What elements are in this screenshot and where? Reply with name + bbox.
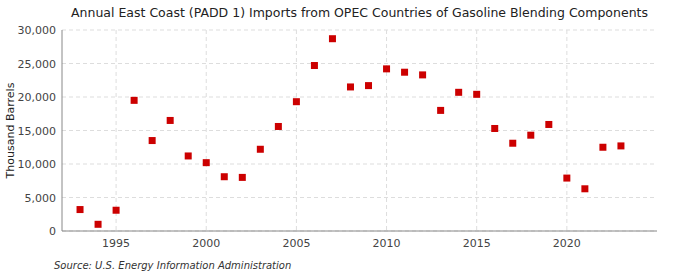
point [275,123,282,130]
point [77,206,84,213]
grid-line-y [62,97,657,98]
point [131,97,138,104]
source-annotation: Source: U.S. Energy Information Administ… [54,260,291,271]
point [527,132,534,139]
y-axis-line [62,30,63,231]
point [365,82,372,89]
x-tick-label: 2020 [553,237,581,250]
point [437,107,444,114]
point [509,140,516,147]
point [617,142,624,149]
y-tick-label: 0 [49,225,56,238]
y-tick-label: 25,000 [18,58,57,71]
grid-line-x [386,30,387,231]
grid-line-y [62,63,657,64]
point [95,221,102,228]
grid-line-y [62,197,657,198]
point [383,65,390,72]
chart: Annual East Coast (PADD 1) Imports from … [0,0,675,275]
y-tick-label: 20,000 [18,91,57,104]
grid [62,30,657,231]
grid-line-x [566,30,567,231]
point [347,83,354,90]
title: Annual East Coast (PADD 1) Imports from … [71,5,648,20]
point [257,146,264,153]
y-tick-label: 30,000 [18,24,57,37]
point [113,207,120,214]
point [581,185,588,192]
x-tick-label: 2005 [282,237,310,250]
x-tick-label: 2000 [192,237,220,250]
x-tick-label: 2015 [463,237,491,250]
y-tick-label: 10,000 [18,158,57,171]
tick-labels: 0 5,000 10,000 15,000 20,000 25,000 30,000 1995… [18,24,581,250]
point [293,98,300,105]
point [473,91,480,98]
point [221,173,228,180]
point [401,69,408,76]
points [77,35,625,228]
y-axis-label: Thousand Barrels [4,82,17,179]
point [239,174,246,181]
grid-line-y [62,130,657,131]
point [203,159,210,166]
point [329,35,336,42]
grid-line-x [296,30,297,231]
x-tick-label: 1995 [102,237,130,250]
point [599,144,606,151]
grid-line-y [62,164,657,165]
y-tick-label: 15,000 [18,125,57,138]
grid-line-x [116,30,117,231]
point [563,175,570,182]
grid-line-x [206,30,207,231]
point [491,125,498,132]
point [167,117,174,124]
y-tick-label: 5,000 [25,192,57,205]
grid-line-y [62,231,657,232]
grid-line-x [476,30,477,231]
point [419,71,426,78]
grid-line-y [62,30,657,31]
point [149,137,156,144]
point [311,62,318,69]
x-axis-line [62,231,657,232]
x-tick-label: 2010 [373,237,401,250]
point [545,121,552,128]
point [185,152,192,159]
point [455,89,462,96]
